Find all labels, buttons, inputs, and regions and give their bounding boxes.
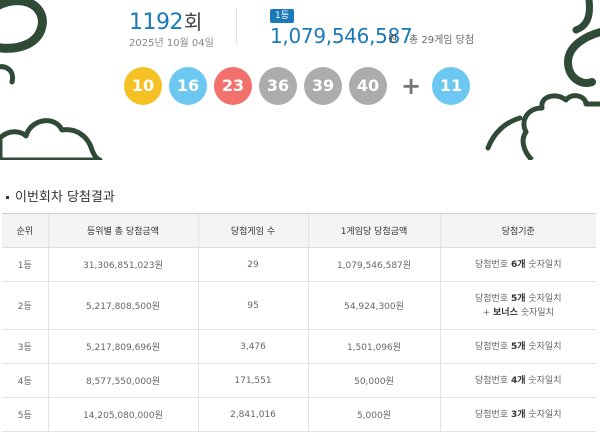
first-prize-badge: 1등	[270, 9, 295, 23]
number-ball: 16	[169, 67, 207, 105]
criteria-line: 당첨번호 4개 숫자일치	[441, 374, 597, 388]
criteria-post: 숫자일치	[525, 409, 562, 420]
criteria-pre: 당첨번호	[474, 409, 511, 420]
criteria-post: 숫자일치	[525, 293, 562, 304]
cell-rank: 4등	[2, 363, 48, 398]
number-ball: 40	[349, 67, 387, 105]
criteria-bonus: 보너스	[493, 307, 518, 318]
criteria-line: 당첨번호 6개 숫자일치	[441, 258, 597, 272]
cell-games: 171,551	[197, 363, 308, 398]
cell-criteria: 당첨번호 5개 숫자일치 + 보너스 숫자일치	[439, 281, 597, 330]
cell-per-game: 1,079,546,587원	[307, 247, 440, 282]
number-ball: 39	[304, 67, 342, 105]
criteria-count: 5개	[510, 293, 526, 304]
criteria-bonus-post: 숫자일치	[517, 307, 554, 318]
cell-games: 29	[197, 247, 308, 282]
criteria-count: 4개	[510, 375, 526, 386]
bonus-ball: 11	[432, 67, 470, 105]
criteria-pre: 당첨번호	[474, 375, 511, 386]
header-criteria: 당첨기준	[439, 213, 596, 248]
section-title-text: 이번회차 당첨결과	[15, 190, 115, 205]
criteria-count: 6개	[510, 259, 526, 270]
header-games: 당첨게임 수	[197, 213, 308, 248]
cell-per-game: 5,000원	[307, 397, 440, 432]
cell-total: 5,217,809,696원	[47, 329, 198, 364]
cell-rank: 3등	[2, 329, 48, 364]
cell-rank: 5등	[2, 397, 48, 432]
round-number: 1192회	[129, 6, 202, 35]
divider	[236, 8, 237, 44]
bullet-icon	[6, 196, 9, 199]
cell-rank: 2등	[2, 281, 48, 330]
criteria-post: 숫자일치	[525, 375, 562, 386]
round-number-value: 1192	[129, 10, 184, 35]
draw-banner: 1192회 2025년 10월 04일 1등 1,079,546,587 원 총…	[0, 0, 600, 160]
criteria-pre: 당첨번호	[474, 259, 511, 270]
table-row: 2등 5,217,808,500원 95 54,924,300원 당첨번호 5개…	[2, 281, 597, 330]
criteria-line: 당첨번호 3개 숫자일치	[441, 408, 597, 422]
table-row: 3등 5,217,809,696원 3,476 1,501,096원 당첨번호 …	[2, 329, 597, 364]
cell-total: 14,205,080,000원	[47, 397, 198, 432]
criteria-bonus-line: + 보너스 숫자일치	[441, 306, 597, 320]
cell-criteria: 당첨번호 3개 숫자일치	[439, 397, 597, 432]
criteria-post: 숫자일치	[525, 259, 562, 270]
header-per-game: 1게임당 당첨금액	[307, 213, 440, 248]
number-ball: 36	[259, 67, 297, 105]
criteria-pre: 당첨번호	[474, 341, 511, 352]
first-prize-games: 총 29게임 당첨	[409, 35, 475, 46]
section-title: 이번회차 당첨결과	[6, 186, 115, 205]
draw-date: 2025년 10월 04일	[129, 38, 214, 49]
results-table: 순위 등위별 총 당첨금액 당첨게임 수 1게임당 당첨금액 당첨기준 1등 3…	[2, 213, 596, 432]
header-rank: 순위	[2, 213, 48, 248]
criteria-line: 당첨번호 5개 숫자일치	[441, 292, 597, 306]
cell-criteria: 당첨번호 5개 숫자일치	[439, 329, 597, 364]
first-prize-amount: 1,079,546,587	[270, 24, 413, 48]
criteria-count: 3개	[510, 409, 526, 420]
cell-per-game: 50,000원	[307, 363, 440, 398]
round-suffix: 회	[184, 10, 202, 34]
criteria-pre: 당첨번호	[474, 293, 511, 304]
cell-total: 5,217,808,500원	[47, 281, 198, 330]
criteria-post: 숫자일치	[525, 341, 562, 352]
table-row: 4등 8,577,550,000원 171,551 50,000원 당첨번호 4…	[2, 363, 597, 398]
criteria-count: 5개	[510, 341, 526, 352]
banner-decoration	[0, 0, 600, 160]
cell-games: 2,841,016	[197, 397, 308, 432]
cell-total: 8,577,550,000원	[47, 363, 198, 398]
table-header-row: 순위 등위별 총 당첨금액 당첨게임 수 1게임당 당첨금액 당첨기준	[2, 213, 596, 248]
cell-total: 31,306,851,023원	[47, 247, 198, 282]
header-total: 등위별 총 당첨금액	[47, 213, 198, 248]
plus-icon: +	[400, 72, 422, 100]
number-ball: 10	[124, 67, 162, 105]
criteria-line: 당첨번호 5개 숫자일치	[441, 340, 597, 354]
criteria-bonus-pre: +	[482, 307, 494, 318]
cell-games: 3,476	[197, 329, 308, 364]
cell-per-game: 54,924,300원	[307, 281, 440, 330]
first-prize-unit: 원	[388, 34, 398, 45]
table-row: 5등 14,205,080,000원 2,841,016 5,000원 당첨번호…	[2, 397, 597, 432]
cell-criteria: 당첨번호 4개 숫자일치	[439, 363, 597, 398]
cell-games: 95	[197, 281, 308, 330]
cell-per-game: 1,501,096원	[307, 329, 440, 364]
number-ball: 23	[214, 67, 252, 105]
winning-numbers: 10 16 23 36 39 40 + 11	[124, 67, 477, 105]
cell-rank: 1등	[2, 247, 48, 282]
cell-criteria: 당첨번호 6개 숫자일치	[439, 247, 597, 282]
table-row: 1등 31,306,851,023원 29 1,079,546,587원 당첨번…	[2, 247, 597, 282]
